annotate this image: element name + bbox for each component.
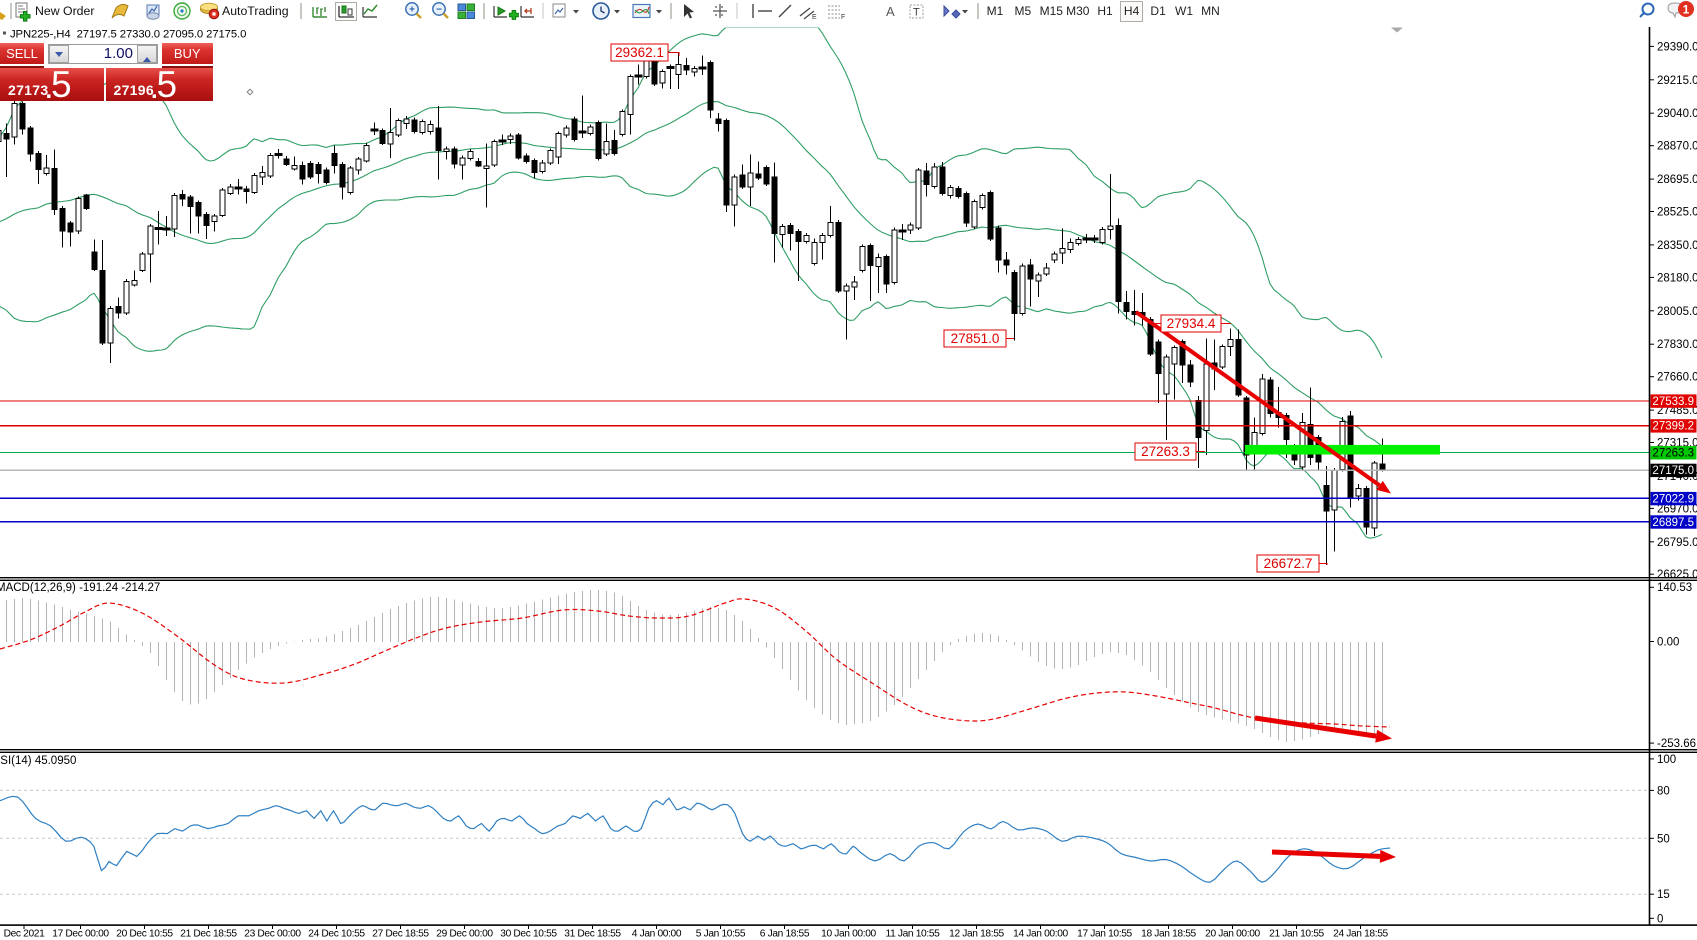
svg-text:0: 0 [1657,913,1663,925]
svg-text:27660.0: 27660.0 [1657,372,1697,384]
svg-text:23 Dec 00:00: 23 Dec 00:00 [244,929,301,940]
svg-text:28695.0: 28695.0 [1657,174,1697,186]
svg-text:6 Jan 18:55: 6 Jan 18:55 [760,929,810,940]
svg-text:28180.0: 28180.0 [1657,272,1697,284]
svg-text:100: 100 [1657,754,1676,766]
svg-text:20 Dec 10:55: 20 Dec 10:55 [116,929,173,940]
svg-text:27830.0: 27830.0 [1657,339,1697,351]
svg-text:1: 1 [1683,3,1690,17]
svg-text:21 Jan 10:55: 21 Jan 10:55 [1269,929,1324,940]
svg-text:New Order: New Order [35,4,94,18]
svg-text:A: A [886,4,895,19]
svg-text:31 Dec 18:55: 31 Dec 18:55 [564,929,621,940]
svg-text:14 Jan 00:00: 14 Jan 00:00 [1013,929,1068,940]
svg-text:27399.2: 27399.2 [1652,421,1694,433]
svg-text:29390.0: 29390.0 [1657,41,1697,53]
svg-text:10 Jan 00:00: 10 Jan 00:00 [821,929,876,940]
svg-text:28870.0: 28870.0 [1657,141,1697,153]
svg-text:M1: M1 [987,4,1004,18]
svg-text:+: + [409,5,415,16]
svg-text:T: T [913,7,920,19]
svg-text:4 Jan 00:00: 4 Jan 00:00 [632,929,682,940]
svg-text:27485.0: 27485.0 [1657,405,1697,417]
svg-text:26970.0: 26970.0 [1657,503,1697,515]
svg-text:50: 50 [1657,833,1670,845]
svg-text:H4: H4 [1124,4,1140,18]
svg-text:D1: D1 [1150,4,1166,18]
svg-text:17 Dec 00:00: 17 Dec 00:00 [52,929,109,940]
svg-text:18 Jan 18:55: 18 Jan 18:55 [1141,929,1196,940]
svg-text:28525.0: 28525.0 [1657,207,1697,219]
svg-text:5 Jan 10:55: 5 Jan 10:55 [696,929,746,940]
svg-text:28005.0: 28005.0 [1657,306,1697,318]
svg-text:27851.0: 27851.0 [951,331,1000,346]
svg-text:27022.9: 27022.9 [1652,493,1694,505]
svg-text:Dec 2021: Dec 2021 [4,929,45,940]
svg-text:30 Dec 10:55: 30 Dec 10:55 [500,929,557,940]
svg-text:12 Jan 18:55: 12 Jan 18:55 [949,929,1004,940]
svg-text:24 Jan 18:55: 24 Jan 18:55 [1333,929,1388,940]
svg-text:MACD(12,26,9) -191.24 -214.27: MACD(12,26,9) -191.24 -214.27 [0,582,160,594]
svg-text:29215.0: 29215.0 [1657,75,1697,87]
svg-text:21 Dec 18:55: 21 Dec 18:55 [180,929,237,940]
svg-text:80: 80 [1657,785,1670,797]
svg-text:27175.0: 27175.0 [1652,465,1694,477]
svg-text:26672.7: 26672.7 [1264,556,1313,571]
svg-text:E: E [812,14,817,21]
svg-text:15: 15 [1657,889,1670,901]
svg-text:28350.0: 28350.0 [1657,240,1697,252]
svg-text:26795.0: 26795.0 [1657,537,1697,549]
svg-text:M15: M15 [1040,4,1064,18]
svg-text:24 Dec 10:55: 24 Dec 10:55 [308,929,365,940]
svg-text:H1: H1 [1097,4,1113,18]
svg-text:RSI(14) 45.0950: RSI(14) 45.0950 [0,755,76,767]
svg-text:-253.66: -253.66 [1657,738,1696,750]
svg-text:AutoTrading: AutoTrading [222,4,289,18]
svg-text:M30: M30 [1066,4,1090,18]
svg-text:26897.5: 26897.5 [1652,517,1694,529]
svg-text:27934.4: 27934.4 [1167,316,1216,331]
svg-text:27 Dec 18:55: 27 Dec 18:55 [372,929,429,940]
svg-text:27263.3: 27263.3 [1652,448,1694,460]
svg-text:17 Jan 10:55: 17 Jan 10:55 [1077,929,1132,940]
svg-text:0.00: 0.00 [1657,636,1679,648]
svg-text:20 Jan 00:00: 20 Jan 00:00 [1205,929,1260,940]
svg-text:W1: W1 [1175,4,1193,18]
svg-text:29040.0: 29040.0 [1657,108,1697,120]
svg-text:F: F [841,14,845,21]
svg-text:27263.3: 27263.3 [1141,444,1190,459]
svg-text:M5: M5 [1014,4,1031,18]
svg-text:11 Jan 10:55: 11 Jan 10:55 [886,929,941,940]
svg-text:−: − [436,5,442,16]
svg-text:29 Dec 00:00: 29 Dec 00:00 [436,929,493,940]
svg-text:27533.9: 27533.9 [1652,396,1694,408]
svg-text:26625.0: 26625.0 [1657,569,1697,581]
svg-text:JPN225-,H4 27197.5 27330.0 27: JPN225-,H4 27197.5 27330.0 27095.0 27175… [10,29,246,41]
svg-text:140.53: 140.53 [1657,582,1692,594]
svg-text:MN: MN [1201,4,1220,18]
svg-text:29362.1: 29362.1 [615,45,664,60]
